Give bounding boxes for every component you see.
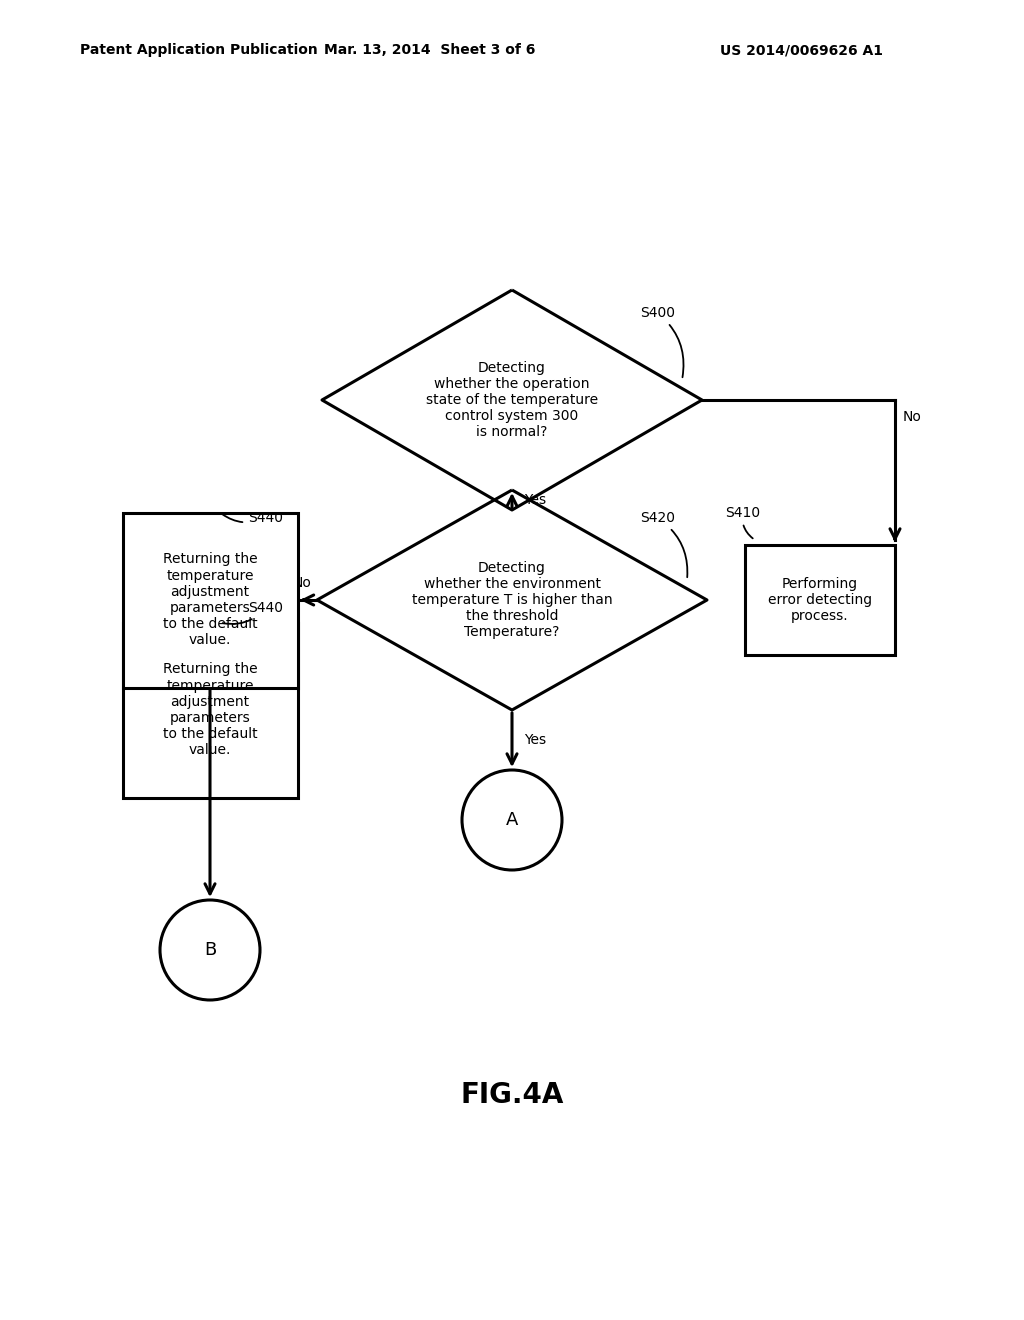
Text: Returning the
temperature
adjustment
parameters
to the default
value.: Returning the temperature adjustment par… bbox=[163, 663, 257, 758]
Text: B: B bbox=[204, 941, 216, 960]
Text: No: No bbox=[903, 411, 922, 424]
Text: Mar. 13, 2014  Sheet 3 of 6: Mar. 13, 2014 Sheet 3 of 6 bbox=[325, 44, 536, 57]
Circle shape bbox=[462, 770, 562, 870]
Text: S420: S420 bbox=[640, 511, 687, 577]
Bar bbox=[123, 512, 298, 688]
Text: S440: S440 bbox=[223, 601, 283, 624]
Text: Yes: Yes bbox=[524, 492, 546, 507]
Text: S410: S410 bbox=[725, 506, 760, 539]
Text: Detecting
whether the operation
state of the temperature
control system 300
is n: Detecting whether the operation state of… bbox=[426, 360, 598, 440]
Text: Patent Application Publication: Patent Application Publication bbox=[80, 44, 317, 57]
Text: Returning the
temperature
adjustment
parameters
to the default
value.: Returning the temperature adjustment par… bbox=[163, 553, 257, 648]
Text: FIG.4A: FIG.4A bbox=[461, 1081, 563, 1109]
Text: Detecting
whether the environment
temperature T is higher than
the threshold
Tem: Detecting whether the environment temper… bbox=[412, 561, 612, 639]
Text: S440: S440 bbox=[222, 511, 283, 525]
Text: No: No bbox=[293, 576, 312, 590]
Text: US 2014/0069626 A1: US 2014/0069626 A1 bbox=[720, 44, 883, 57]
Circle shape bbox=[160, 900, 260, 1001]
Bar bbox=[745, 545, 895, 655]
Bar bbox=[123, 623, 298, 797]
Text: A: A bbox=[506, 810, 518, 829]
Text: Performing
error detecting
process.: Performing error detecting process. bbox=[768, 577, 872, 623]
Text: Yes: Yes bbox=[524, 733, 546, 747]
Text: S400: S400 bbox=[640, 306, 684, 378]
